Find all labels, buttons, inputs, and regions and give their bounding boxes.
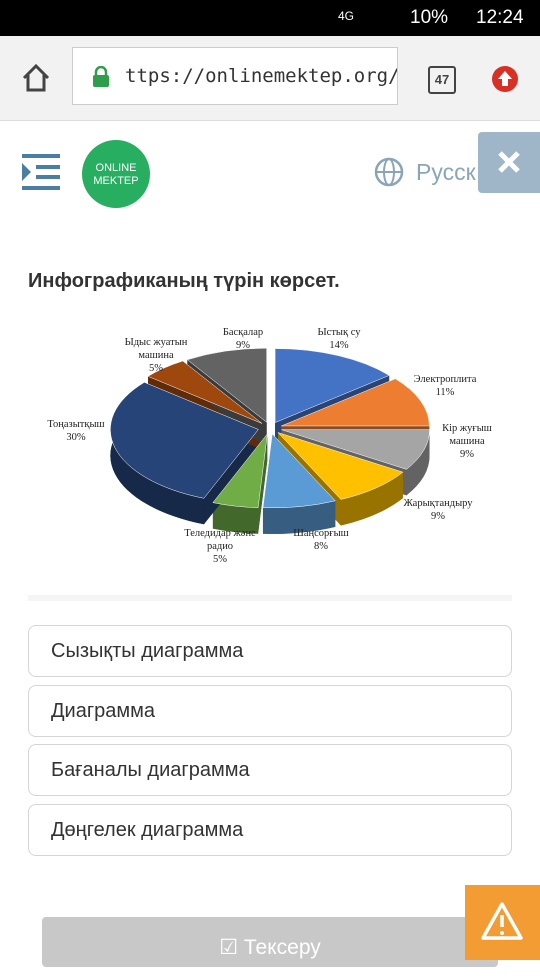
network: 4G [338, 9, 355, 23]
category-label: Жарықтандыру [403, 498, 473, 509]
browser-bar: ttps://onlinemektep.org/s 47 [0, 36, 540, 121]
update-button[interactable] [491, 65, 519, 93]
slice-side [406, 429, 430, 496]
slice-side [110, 382, 204, 525]
value-label: 9% [460, 449, 474, 460]
submit-label: Тексеру [243, 936, 321, 959]
category-label: Ыстық су [317, 327, 361, 338]
time: 12:24 [476, 7, 524, 28]
value-label: 9% [236, 340, 250, 351]
slice [281, 378, 430, 427]
slice-label: Электроплита 11% [400, 373, 490, 399]
slice-label: Теледидар және радио 5% [170, 527, 270, 566]
menu-icon[interactable] [22, 154, 62, 190]
value-label: 30% [66, 432, 86, 443]
slice-label: Шаңсорғыш 8% [276, 527, 366, 553]
globe-icon [374, 157, 404, 187]
slice-label: Ыстық су 14% [304, 326, 374, 352]
category-label: Шаңсорғыш [293, 528, 349, 539]
tab-count[interactable]: 47 [428, 66, 456, 94]
value-label: 8% [314, 541, 328, 552]
logo[interactable]: ONLINE MEKTEP [82, 140, 150, 208]
slice-label: Тоңазытқыш 30% [36, 418, 116, 444]
slice [147, 360, 263, 424]
slice-label: Ыдыс жуатын машина 5% [111, 336, 201, 375]
slice [186, 347, 267, 423]
slice [274, 348, 390, 423]
category-label: Электроплита [413, 374, 477, 385]
answer-option[interactable]: Диаграмма [28, 684, 512, 737]
lock-icon [93, 66, 109, 87]
check-icon: ☑ [219, 936, 244, 959]
slice-side [262, 500, 336, 534]
slice-label: Жарықтандыру 9% [388, 497, 488, 523]
chart: Ыстық су 14% Электроплита 11% Кір жуғыш маши… [0, 310, 540, 590]
value-label: 11% [435, 387, 455, 398]
category-label: Басқалар [222, 327, 264, 338]
answer-option[interactable]: Дөңгелек диаграмма [28, 803, 512, 856]
logo-text: MEKTEP [93, 175, 139, 187]
warning-icon [481, 902, 523, 940]
close-icon [498, 151, 520, 173]
status-bar: 4G 10% 12:24 [0, 0, 540, 36]
question: Инфографиканың түрін көрсет. [28, 270, 340, 292]
value-label: 14% [329, 340, 349, 351]
category-label: Кір жуғыш машина [442, 423, 492, 447]
category-label: Теледидар және радио [184, 528, 256, 552]
home-button[interactable] [20, 62, 52, 94]
slice-label: Басқалар 9% [208, 326, 278, 352]
value-label: 5% [149, 363, 163, 374]
slice [262, 433, 336, 509]
category-label: Ыдыс жуатын машина [124, 337, 188, 361]
value-label: 5% [213, 554, 227, 565]
slice-label: Кір жуғыш машина 9% [432, 422, 502, 461]
answer-option[interactable]: Бағаналы диаграмма [28, 744, 512, 796]
pie-chart [110, 347, 430, 534]
category-label: Тоңазытқыш [47, 419, 105, 430]
slice [281, 429, 430, 470]
value-label: 9% [431, 511, 445, 522]
divider [28, 595, 512, 601]
url-bar[interactable]: ttps://onlinemektep.org/s [72, 47, 398, 105]
close-button[interactable] [478, 132, 540, 193]
url-text: ttps://onlinemektep.org/s [125, 65, 398, 87]
submit-button[interactable]: ☑ Тексеру [42, 917, 498, 967]
slice [212, 432, 268, 508]
answer-option[interactable]: Сызықты диаграмма [28, 625, 512, 677]
language[interactable]: Русск [416, 159, 476, 185]
battery: 10% [410, 7, 449, 28]
slice [110, 382, 259, 499]
logo-text: ONLINE [95, 162, 137, 174]
slice [277, 431, 404, 500]
report-button[interactable] [465, 885, 540, 960]
